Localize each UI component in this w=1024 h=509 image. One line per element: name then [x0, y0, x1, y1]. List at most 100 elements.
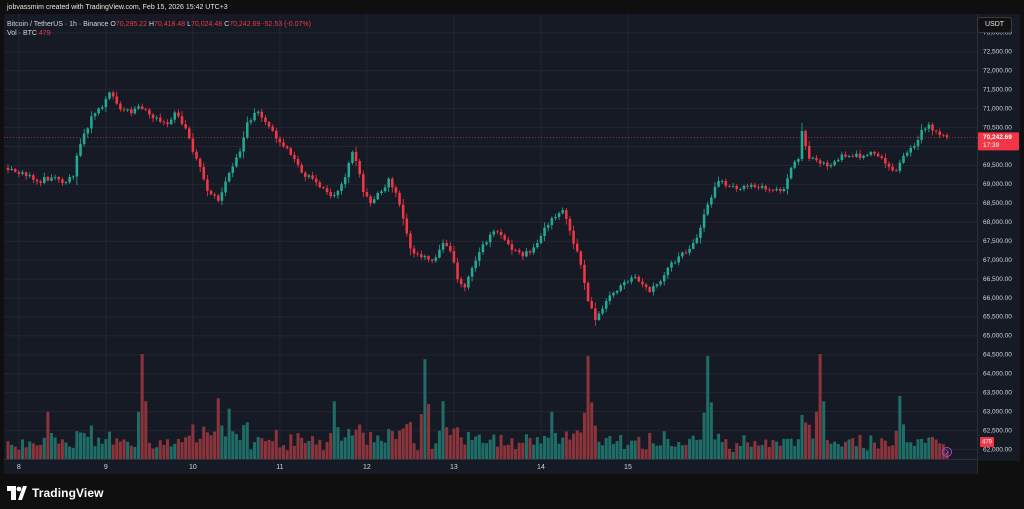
candle-body	[191, 138, 195, 152]
candle-body	[764, 185, 767, 190]
candle	[122, 106, 126, 112]
candle	[249, 117, 253, 125]
volume-bar	[601, 445, 605, 459]
candle	[231, 162, 235, 178]
candle-body	[695, 237, 699, 243]
candle	[166, 119, 169, 128]
candle-body	[129, 109, 133, 114]
candle	[938, 128, 942, 139]
candle	[198, 157, 202, 173]
y-tick-label: 73,000.00	[983, 30, 1012, 37]
candle	[452, 245, 456, 264]
y-tick-label: 65,000.00	[983, 333, 1012, 340]
candle	[633, 273, 637, 279]
candle	[293, 151, 296, 163]
volume-bar	[263, 441, 267, 459]
candle	[597, 311, 601, 321]
volume-bar	[311, 436, 315, 459]
candle-body	[35, 179, 39, 182]
candle-body	[710, 197, 713, 205]
candle-body	[597, 313, 601, 321]
candle-body	[314, 178, 318, 183]
candle-body	[572, 230, 575, 244]
candle-body	[235, 157, 238, 167]
x-tick-label: 10	[189, 464, 197, 471]
candle-body	[931, 124, 934, 131]
currency-button[interactable]: USDT	[977, 17, 1012, 33]
candle-body	[568, 218, 572, 231]
candle-body	[159, 117, 162, 122]
candle	[778, 186, 782, 195]
candle	[557, 211, 561, 220]
candle	[275, 128, 278, 144]
candle	[481, 240, 485, 255]
volume-bar	[528, 438, 532, 459]
volume-bar	[289, 434, 293, 459]
tradingview-logo[interactable]: TradingView	[7, 484, 104, 502]
candle	[347, 161, 351, 184]
candle	[760, 183, 764, 190]
volume-bar	[887, 446, 891, 459]
candle-body	[916, 139, 920, 147]
volume-bar	[564, 431, 568, 459]
arrow-icon	[945, 449, 950, 455]
candle-body	[467, 276, 470, 288]
candle-body	[517, 250, 521, 253]
symbol-legend[interactable]: Bitcoin / TetherUS · 1h · Binance O70,29…	[7, 20, 311, 29]
volume-bar	[709, 402, 713, 459]
candle	[536, 239, 539, 249]
candle	[916, 135, 920, 151]
volume-bar	[343, 437, 347, 459]
volume-bar	[789, 438, 793, 459]
volume-bar	[590, 402, 594, 459]
y-tick-label: 69,500.00	[983, 162, 1012, 169]
candle	[662, 271, 666, 286]
candle-body	[68, 177, 71, 183]
volume-bar	[582, 412, 586, 459]
candle	[137, 103, 140, 110]
volume-bar	[535, 437, 539, 459]
candle	[710, 194, 713, 208]
candle-body	[753, 184, 757, 188]
y-tick-label: 66,500.00	[983, 276, 1012, 283]
candle	[873, 150, 876, 157]
volume-bar	[350, 435, 354, 459]
candle-body	[311, 175, 314, 179]
candle	[369, 194, 372, 207]
candle	[104, 96, 108, 113]
volume-bar	[495, 446, 499, 459]
candle-body	[249, 120, 253, 123]
candle-body	[13, 169, 17, 172]
volume-bar	[735, 443, 739, 459]
candle	[514, 248, 517, 252]
candle	[782, 186, 786, 193]
volume-bar	[688, 438, 692, 459]
candle	[17, 170, 21, 177]
candle-body	[169, 119, 173, 125]
candle-body	[17, 171, 21, 174]
candle-body	[137, 106, 140, 109]
candle-body	[630, 277, 633, 282]
volume-bar	[97, 437, 101, 459]
candle-body	[459, 279, 463, 285]
candle	[764, 184, 767, 193]
candle-body	[880, 156, 884, 158]
volume-bar	[213, 431, 217, 459]
open-label: O	[110, 21, 116, 28]
candle	[427, 255, 430, 263]
volume-bar	[706, 356, 710, 459]
candle	[931, 122, 934, 136]
volume-legend[interactable]: Vol · BTC 479	[7, 29, 51, 38]
candle-body	[887, 163, 891, 167]
candle	[623, 279, 626, 290]
volume-bar	[941, 444, 945, 459]
volume-bar	[854, 446, 858, 459]
candle-body	[481, 244, 485, 253]
candle	[615, 289, 619, 295]
candle-body	[757, 187, 760, 188]
volume-bar	[514, 449, 518, 459]
volume-bar	[546, 437, 550, 459]
candle-body	[811, 157, 815, 159]
